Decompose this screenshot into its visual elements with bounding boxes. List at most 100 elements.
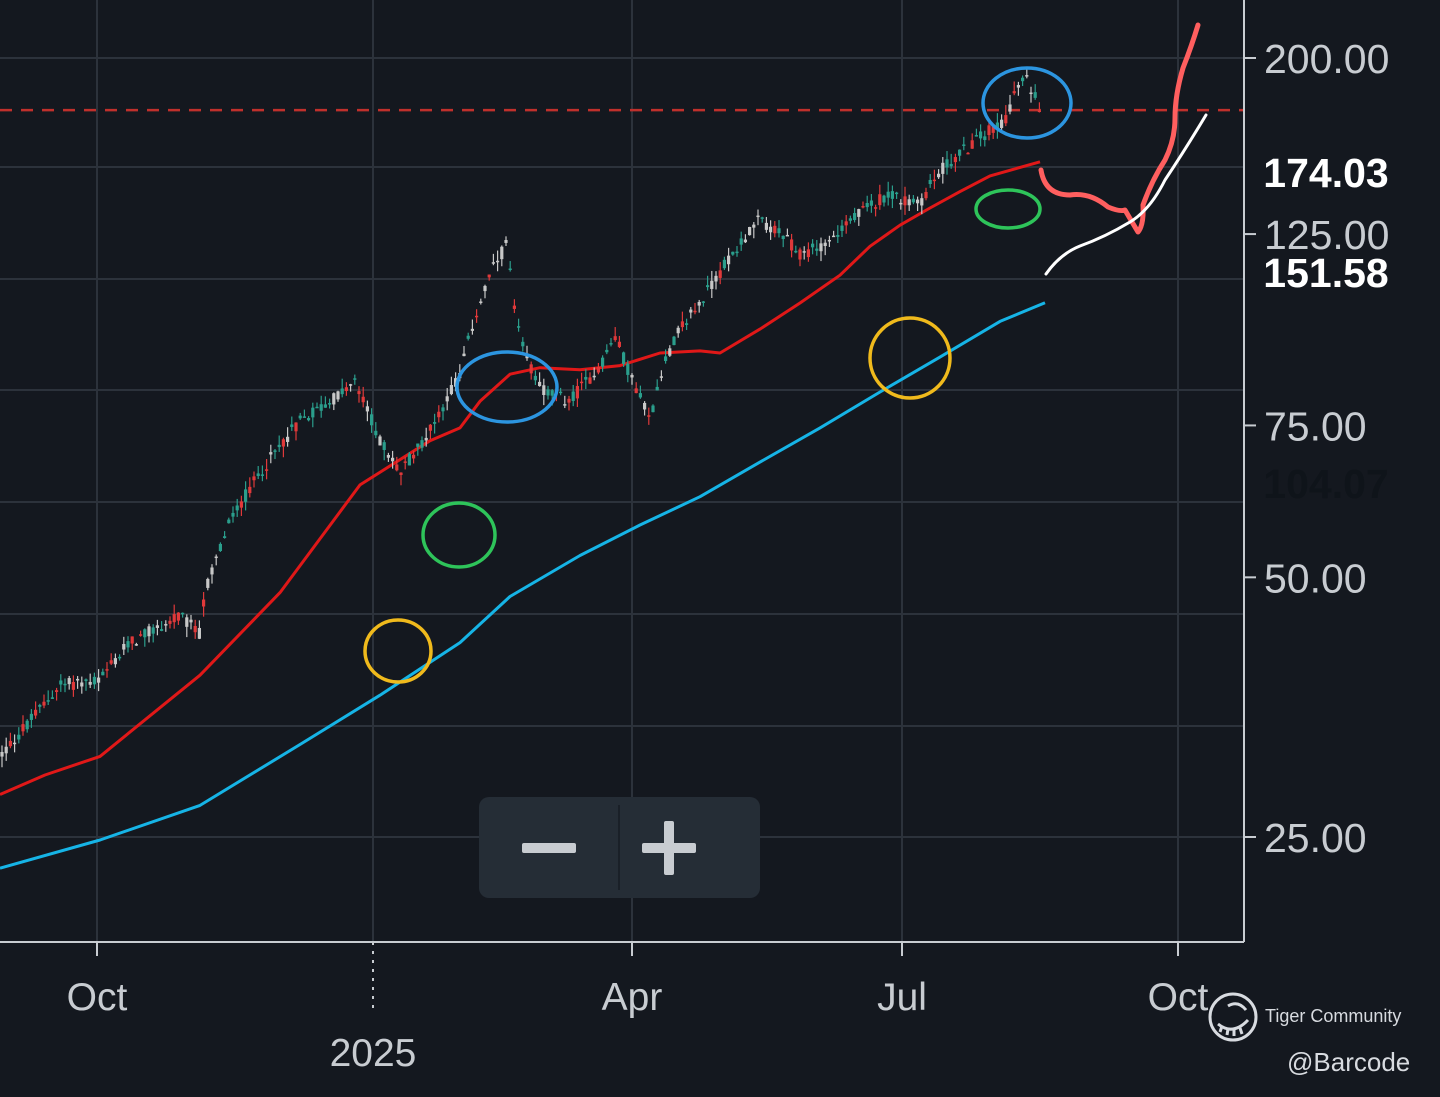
candle-body (349, 384, 353, 386)
pullback-annotation-circle (363, 618, 433, 684)
candles (0, 68, 1041, 768)
candle-body (307, 418, 311, 421)
price-badge-151: 151.58 (1240, 231, 1412, 315)
annotations (363, 22, 1208, 684)
candle-body (302, 416, 306, 418)
candle-body (13, 742, 17, 745)
candle-body (668, 348, 672, 356)
candle-body (991, 125, 995, 133)
candle-body (88, 681, 92, 685)
moving-averages (0, 160, 1046, 870)
candle-body (571, 391, 575, 402)
candle-body (777, 228, 781, 234)
candle-body (1016, 85, 1020, 88)
candle-body (361, 396, 365, 403)
price-label-text: 174.03 (1263, 149, 1389, 196)
zoom-controls (479, 797, 760, 898)
candle-body (882, 195, 886, 203)
candle-body (319, 404, 323, 411)
x-tick-label: Apr (602, 976, 663, 1019)
candle-body (277, 444, 281, 448)
candle-body (273, 450, 277, 452)
candle-body (1025, 75, 1029, 77)
candle-body (445, 396, 449, 402)
candle-body (630, 374, 634, 378)
candle-body (647, 415, 651, 417)
grid (0, 0, 1244, 942)
x-tick-label: Oct (1148, 976, 1209, 1019)
candle-body (286, 436, 290, 442)
candle-body (634, 388, 638, 394)
candle-body (328, 403, 332, 405)
candle-body (1000, 119, 1004, 128)
candle-body (206, 578, 210, 588)
candle-body (227, 519, 231, 524)
candle-body (689, 309, 693, 313)
top-annotation-circle (981, 66, 1073, 140)
candle-body (290, 424, 294, 427)
candle-body (857, 209, 861, 217)
candle-body (399, 472, 403, 475)
price-badge-174: 174.03 (1240, 131, 1412, 215)
candle-body (609, 343, 613, 345)
candle-body (840, 225, 844, 231)
candle-body (1029, 92, 1033, 95)
candle-body (651, 405, 655, 413)
candle-body (773, 225, 777, 234)
candle-body (685, 323, 689, 325)
candle-body (974, 135, 978, 137)
candle-body (433, 422, 437, 424)
candle-body (525, 355, 529, 359)
axes: 25.00 50.00 75.00 125.00 200.00 Oct Apr Jul Oct 2… (0, 0, 1389, 1075)
candle-body (17, 734, 21, 740)
candle-body (743, 239, 747, 243)
candle-body (462, 353, 466, 357)
candle-body (420, 440, 424, 448)
candle-body (979, 131, 983, 139)
pullback-annotation-circle (868, 316, 952, 400)
candle-body (71, 682, 75, 690)
candle-body (4, 746, 8, 754)
candle-body (424, 437, 428, 441)
candle-body (995, 122, 999, 131)
candle-body (731, 251, 735, 255)
moving-average-1 (0, 160, 1041, 796)
candle-body (916, 199, 920, 204)
candle-body (727, 255, 731, 265)
candle-body (865, 202, 869, 208)
candle-body (118, 656, 122, 659)
projection-path (1038, 22, 1201, 235)
candle-body (760, 217, 764, 219)
candle-body (714, 275, 718, 282)
candle-body (521, 341, 525, 347)
candle-body (1037, 110, 1041, 113)
candle-body (710, 280, 714, 289)
candle-body (84, 679, 88, 681)
candle-body (231, 512, 235, 517)
candle-body (844, 221, 848, 226)
candle-body (512, 305, 516, 309)
zoom-out-button[interactable] (479, 797, 619, 898)
candle-body (626, 363, 630, 375)
zoom-in-button[interactable] (620, 797, 760, 898)
candle-body (928, 179, 932, 185)
candle-body (601, 357, 605, 367)
candle-body (357, 391, 361, 395)
candle-body (1012, 91, 1016, 94)
projection-alt-path (1044, 113, 1208, 276)
candle-body (836, 235, 840, 237)
candle-body (50, 697, 54, 699)
candle-body (101, 671, 105, 676)
candle-body (382, 442, 386, 450)
candle-body (781, 235, 785, 240)
candle-body (416, 443, 420, 447)
candle-body (172, 614, 176, 623)
candle-body (722, 259, 726, 269)
candle-body (848, 218, 852, 221)
candle-body (819, 243, 823, 252)
candle-body (97, 677, 101, 683)
y-tick-label: 75.00 (1264, 403, 1367, 449)
candle-body (197, 627, 201, 639)
